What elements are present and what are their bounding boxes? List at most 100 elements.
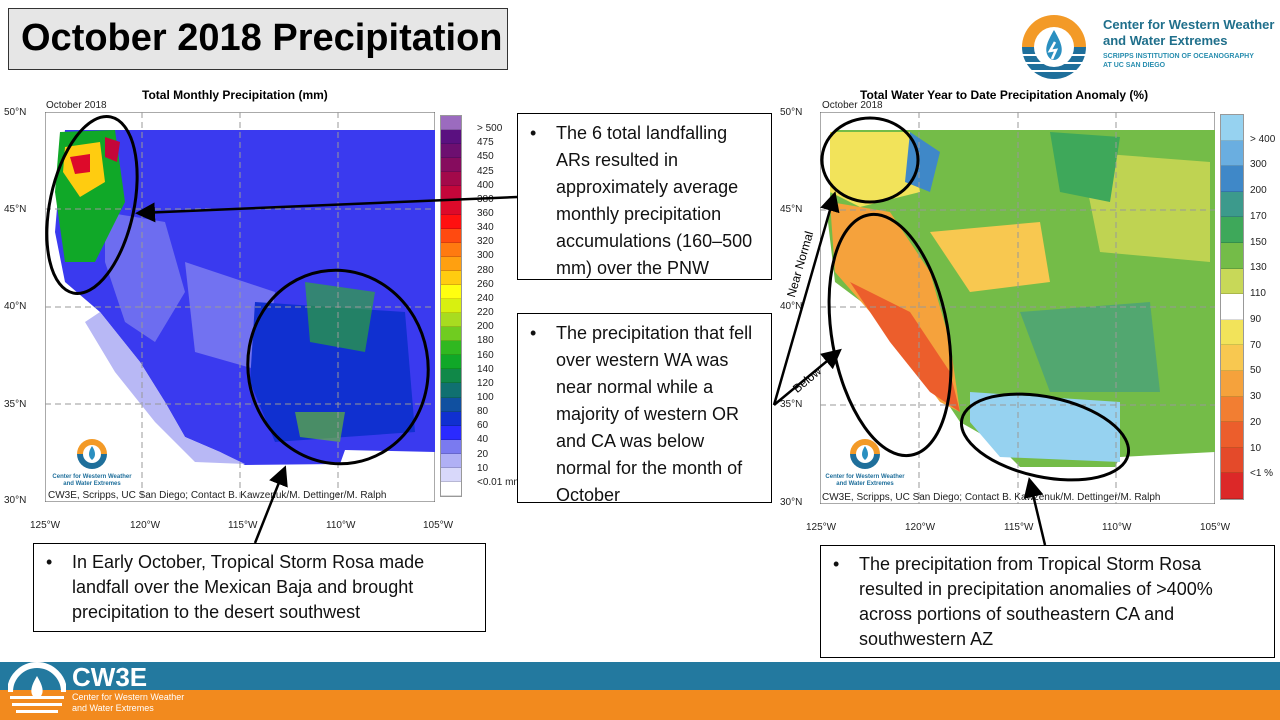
map2-anomaly-map	[820, 112, 1215, 504]
legend-label: 450	[477, 151, 494, 163]
legend-label: <0.01 mm	[477, 476, 522, 488]
footer-line2: and Water Extremes	[72, 703, 154, 713]
cw3e-small-logo-icon	[77, 439, 107, 469]
lat-label: 35°N	[4, 399, 27, 410]
lat-label: 50°N	[780, 107, 803, 118]
legend-label: 400	[477, 179, 494, 191]
footer-logo-icon	[8, 662, 66, 713]
legend-label: 100	[477, 391, 494, 403]
lat-label: 35°N	[780, 399, 803, 410]
legend-swatch	[1221, 473, 1243, 499]
legend-label: 10	[1250, 442, 1262, 454]
legend-label: 80	[477, 406, 489, 418]
cw3e-logo-icon	[1021, 15, 1087, 79]
legend-swatch	[441, 313, 461, 328]
logo-line3: SCRIPPS INSTITUTION OF OCEANOGRAPHY	[1103, 53, 1254, 60]
legend-label: 170	[1250, 210, 1267, 222]
lon-label: 115°W	[228, 520, 258, 531]
legend-label: 300	[1250, 159, 1267, 171]
arrow	[772, 191, 840, 406]
legend-swatch	[441, 200, 461, 215]
arrow	[773, 348, 842, 406]
lon-label: 110°W	[326, 520, 356, 531]
legend-label: 200	[477, 321, 494, 333]
legend-label: 50	[1250, 365, 1262, 377]
lon-label: 105°W	[423, 520, 454, 531]
legend-label: 140	[477, 363, 494, 375]
arrow	[135, 195, 518, 223]
legend-swatch	[1221, 166, 1243, 192]
slide-title: October 2018 Precipitation	[8, 8, 508, 70]
map1-precip-map	[45, 112, 435, 502]
lat-label: 45°N	[4, 204, 27, 215]
annotation-text: In Early October, Tropical Storm Rosa ma…	[72, 552, 425, 622]
legend-swatch	[441, 284, 461, 300]
legend-swatch	[441, 144, 461, 159]
legend-swatch	[441, 256, 461, 271]
legend-label: 120	[477, 377, 494, 389]
legend-swatch	[441, 369, 461, 384]
legend-swatch	[441, 130, 461, 145]
lon-label: 120°W	[130, 520, 161, 531]
arrow	[253, 465, 288, 544]
annotation-box-rosa-anomaly: • The precipitation from Tropical Storm R…	[820, 545, 1275, 658]
map2-date: October 2018	[822, 100, 883, 111]
footer-line1: Center for Western Weather	[72, 692, 185, 702]
legend-label: <1 %	[1250, 468, 1274, 480]
legend-swatch	[441, 228, 461, 243]
legend-swatch	[441, 158, 461, 173]
legend-label: 70	[1250, 339, 1262, 351]
legend-swatch	[441, 172, 461, 187]
lon-label: 105°W	[1200, 522, 1231, 533]
small-logo-line2: and Water Extremes	[63, 481, 121, 487]
legend-swatch	[1221, 268, 1243, 295]
legend-label: 20	[477, 448, 489, 460]
legend-swatch	[441, 467, 461, 483]
annotation-text: The 6 total landfalling ARs resulted in …	[556, 123, 753, 278]
legend-label: 475	[477, 137, 494, 149]
lat-label: 30°N	[780, 497, 803, 508]
lat-label: 40°N	[780, 301, 803, 312]
legend-swatch	[1221, 345, 1243, 371]
se-ca-az-ellipse	[959, 392, 1131, 482]
legend-swatch	[441, 411, 461, 426]
legend-label: 340	[477, 222, 494, 234]
map1-title: Total Monthly Precipitation (mm)	[142, 88, 328, 102]
annotation-box-pnw: • The 6 total landfalling ARs resulted in…	[517, 113, 772, 280]
legend-label: 160	[477, 349, 494, 361]
legend-swatch	[441, 439, 461, 454]
legend-label: 425	[477, 165, 494, 177]
legend-swatch	[1221, 242, 1243, 269]
lat-label: 50°N	[4, 107, 27, 118]
cw3e-small-logo-icon	[850, 439, 880, 469]
legend-swatch	[441, 453, 461, 468]
legend-swatch	[1221, 422, 1243, 448]
lon-label: 125°W	[30, 520, 61, 531]
legend-label: 240	[477, 292, 494, 304]
map2-credit: CW3E, Scripps, UC San Diego; Contact B. …	[822, 492, 1161, 503]
legend-swatch	[441, 116, 461, 131]
small-logo-line2: and Water Extremes	[836, 481, 894, 487]
bullet: •	[46, 552, 53, 572]
logo-line4: AT UC SAN DIEGO	[1103, 62, 1166, 69]
legend-swatch	[441, 397, 461, 412]
legend-label: 110	[1250, 288, 1266, 300]
legend-swatch	[1221, 319, 1243, 346]
legend-label: 280	[477, 264, 494, 276]
annotation-text: The precipitation from Tropical Storm Ro…	[859, 554, 1213, 649]
legend-swatch	[441, 425, 461, 440]
legend-label: 360	[477, 208, 494, 220]
lon-label: 115°W	[1004, 522, 1034, 533]
map1-legend	[440, 115, 462, 497]
bullet: •	[530, 323, 537, 343]
legend-swatch	[441, 383, 461, 398]
legend-swatch	[1221, 447, 1243, 474]
legend-swatch	[1221, 191, 1243, 218]
legend-label: 260	[477, 278, 494, 290]
or-ca-ellipse	[827, 212, 953, 458]
lat-label: 40°N	[4, 301, 27, 312]
pnw-ellipse	[45, 115, 139, 295]
footer-band-blue	[0, 662, 1280, 690]
legend-label: 130	[1250, 262, 1267, 274]
